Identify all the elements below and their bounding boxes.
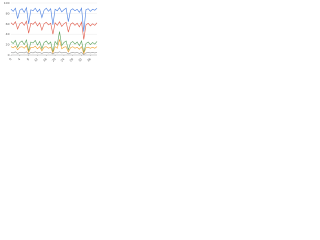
y-tick-label: 40 [6,32,10,36]
y-tick-label: 80 [6,11,10,15]
y-tick-label: 20 [6,43,10,47]
x-tick-label: 12 [33,57,39,63]
x-tick-label: 36 [86,57,92,63]
x-tick-label: 8 [26,57,30,61]
series-line [10,20,98,40]
x-tick-label: 4 [17,57,21,61]
series-line [10,6,98,32]
x-tick-label: 32 [77,57,83,63]
x-tick-label: 28 [69,57,75,63]
x-tick-label: 24 [60,57,66,63]
y-tick-label: 60 [6,22,10,26]
series-line [10,51,98,55]
series-line [10,39,98,55]
x-tick-label: 16 [42,57,48,63]
page: {"chart_data": {"type": "line", "x": [0,… [0,0,100,71]
x-tick-label: 0 [8,57,12,61]
y-tick-label: 0 [8,53,10,57]
x-tick-label: 20 [51,57,57,63]
y-tick-label: 100 [4,1,10,5]
series-line [10,31,98,53]
